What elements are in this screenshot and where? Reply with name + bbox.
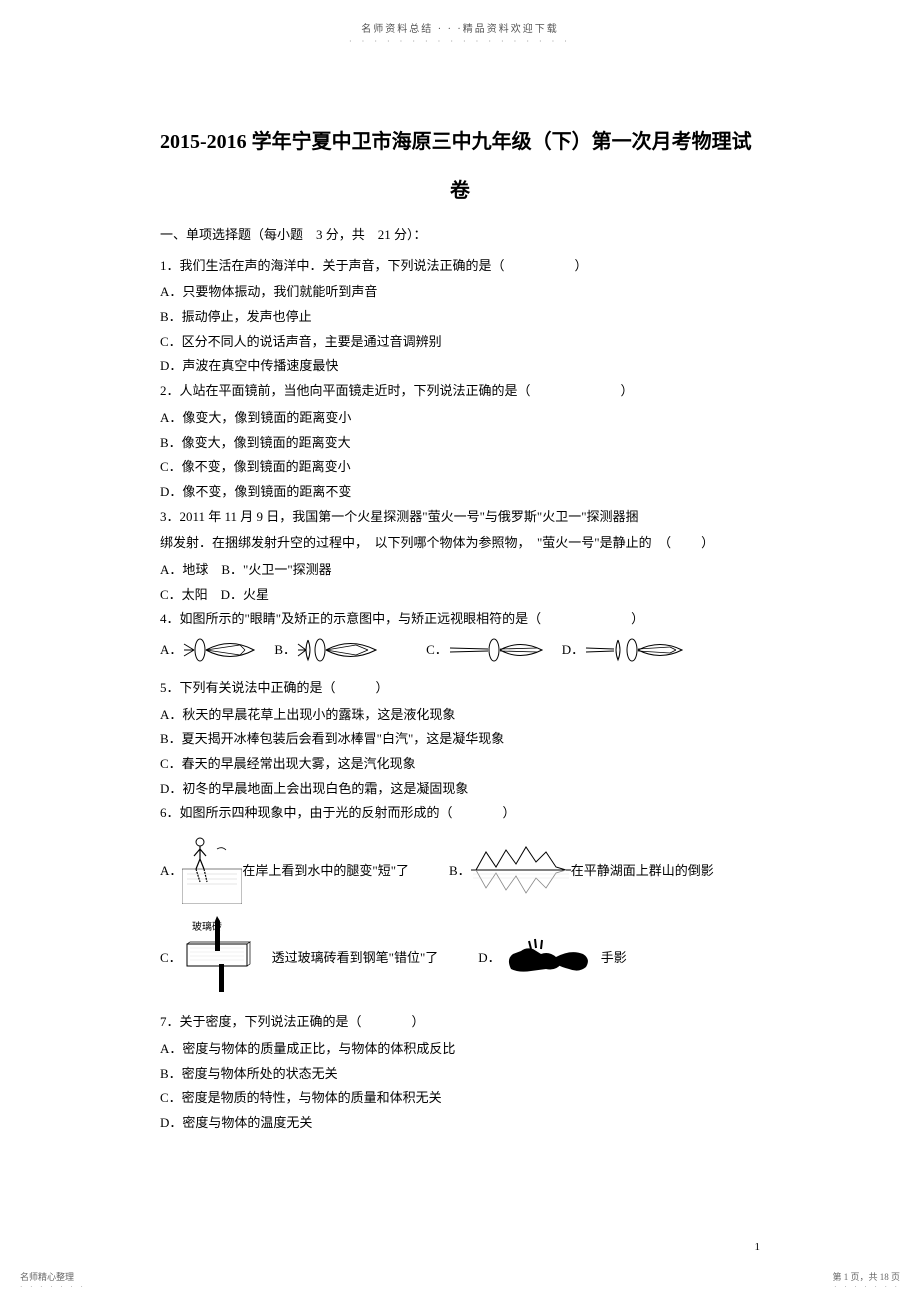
section-1-header: 一、单项选择题（每小题 3 分，共 21 分）： <box>160 223 760 248</box>
header-text: 名师资料总结 · · ·精品资料欢迎下载 <box>361 24 559 35</box>
q5-option-d: D．初冬的早晨地面上会出现白色的霜，这是凝固现象 <box>160 777 760 802</box>
q1-option-c: C．区分不同人的说话声音，主要是通过音调辨别 <box>160 330 760 355</box>
eye-diagram-d-icon <box>584 634 684 666</box>
q4-stem: 4．如图所示的"眼睛"及矫正的示意图中，与矫正远视眼相符的是（） <box>160 607 760 632</box>
q3-line2: 绑发射．在捆绑发射升空的过程中， 以下列哪个物体为参照物， "萤火一号"是静止的… <box>160 531 760 556</box>
water-leg-image-icon <box>182 834 242 904</box>
glass-brick-image-icon: 玻璃砖 <box>182 916 272 996</box>
q4-option-b: B． <box>274 634 378 666</box>
footer-right: 第 1 页，共 18 页 · · · · · · · <box>832 1270 900 1291</box>
q7-option-a: A．密度与物体的质量成正比，与物体的体积成反比 <box>160 1037 760 1062</box>
q3-line1: 3．2011 年 11 月 9 日，我国第一个火星探测器"萤火一号"与俄罗斯"火… <box>160 505 760 530</box>
q6-option-d: D． 手影 <box>478 929 626 984</box>
q2-stem: 2．人站在平面镜前，当他向平面镜走近时，下列说法正确的是（） <box>160 379 760 404</box>
q6-row-ab: A． 在岸上看到水中的腿变"短"了 B． 在平静湖面上群山的倒影 <box>160 834 760 904</box>
footer-left: 名师精心整理 · · · · · · · <box>20 1270 86 1291</box>
main-content: 2015-2016 学年宁夏中卫市海原三中九年级（下）第一次月考物理试 卷 一、… <box>0 46 920 1156</box>
q6-stem: 6．如图所示四种现象中，由于光的反射而形成的（） <box>160 801 760 826</box>
q1-option-b: B．振动停止，发声也停止 <box>160 305 760 330</box>
page-number: 1 <box>755 1241 761 1253</box>
q4-options-row: A． B． <box>160 634 760 666</box>
q1-stem: 1．我们生活在声的海洋中．关于声音，下列说法正确的是（） <box>160 254 760 279</box>
q1-option-d: D．声波在真空中传播速度最快 <box>160 354 760 379</box>
q7-option-b: B．密度与物体所处的状态无关 <box>160 1062 760 1087</box>
eye-diagram-b-icon <box>296 634 378 666</box>
q1-option-a: A．只要物体振动，我们就能听到声音 <box>160 280 760 305</box>
exam-title-line2: 卷 <box>160 174 760 203</box>
exam-title-line1: 2015-2016 学年宁夏中卫市海原三中九年级（下）第一次月考物理试 <box>160 126 760 158</box>
mountain-reflection-image-icon <box>471 842 571 897</box>
q2-option-c: C．像不变，像到镜面的距离变小 <box>160 455 760 480</box>
q5-option-b: B．夏天揭开冰棒包装后会看到冰棒冒"白汽"，这是凝华现象 <box>160 727 760 752</box>
q3-option-ab: A．地球 B．"火卫一"探测器 <box>160 558 760 583</box>
q5-option-a: A．秋天的早晨花草上出现小的露珠，这是液化现象 <box>160 703 760 728</box>
q2-option-d: D．像不变，像到镜面的距离不变 <box>160 480 760 505</box>
q6-option-a: A． 在岸上看到水中的腿变"短"了 <box>160 834 409 904</box>
q7-stem: 7．关于密度，下列说法正确的是（） <box>160 1010 760 1035</box>
q6-option-b: B． 在平静湖面上群山的倒影 <box>449 842 714 897</box>
q7-option-d: D．密度与物体的温度无关 <box>160 1111 760 1136</box>
eye-diagram-c-icon <box>448 634 544 666</box>
eye-diagram-a-icon <box>182 634 256 666</box>
page-header: 名师资料总结 · · ·精品资料欢迎下载 <box>0 0 920 35</box>
q2-option-a: A．像变大，像到镜面的距离变小 <box>160 406 760 431</box>
hand-shadow-image-icon <box>501 929 601 984</box>
q3-option-cd: C．太阳 D．火星 <box>160 583 760 608</box>
q5-option-c: C．春天的早晨经常出现大雾，这是汽化现象 <box>160 752 760 777</box>
q4-option-c: C． <box>426 634 544 666</box>
q4-option-a: A． <box>160 634 256 666</box>
q6-option-c: C． 玻璃砖 透过玻璃砖看到钢笔"错位"了 <box>160 916 438 996</box>
q7-option-c: C．密度是物质的特性，与物体的质量和体积无关 <box>160 1086 760 1111</box>
q6-row-cd: C． 玻璃砖 透过玻璃砖看到钢笔"错位"了 D． 手影 <box>160 916 760 996</box>
q5-stem: 5．下列有关说法中正确的是（） <box>160 676 760 701</box>
q4-option-d: D． <box>562 634 684 666</box>
q2-option-b: B．像变大，像到镜面的距离变大 <box>160 431 760 456</box>
header-dots: · · · · · · · · · · · · · · · · · · <box>0 37 920 46</box>
